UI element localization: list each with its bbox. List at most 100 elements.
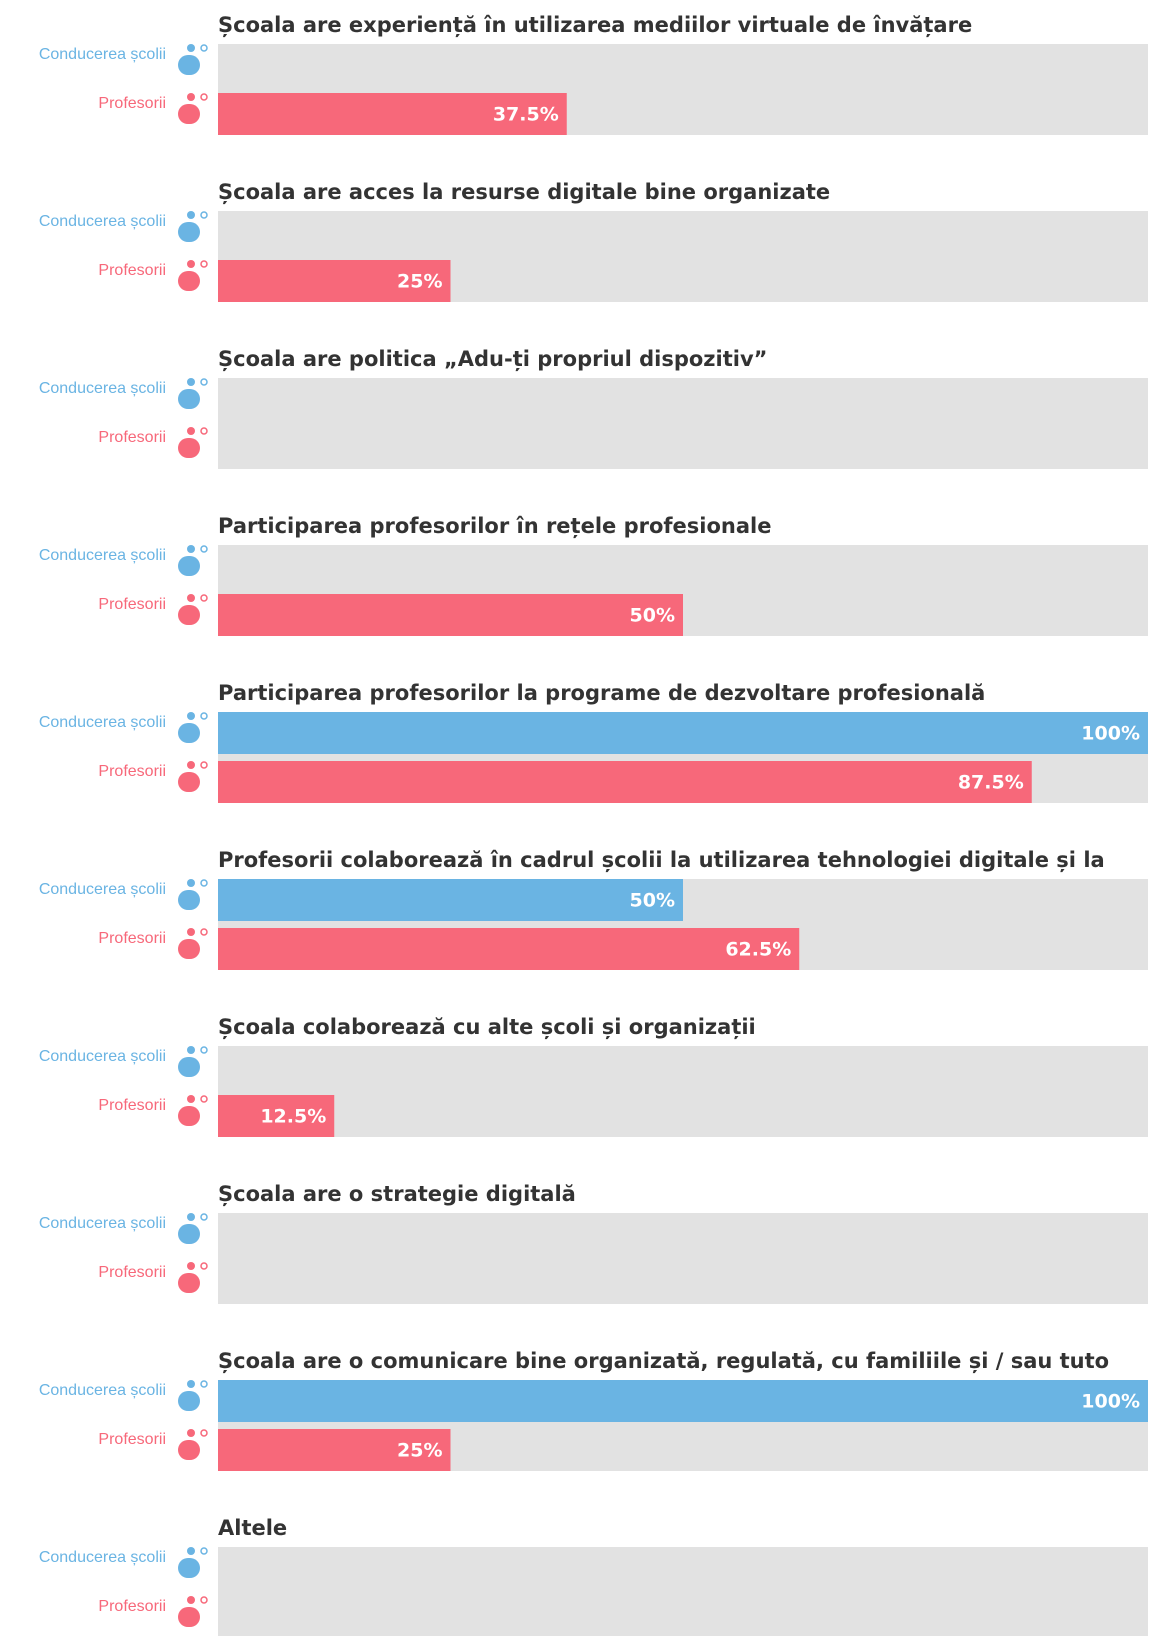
bar-background [218, 1046, 1148, 1137]
icon-head [187, 928, 195, 936]
legend-label: Conducerea școlii [39, 1215, 166, 1232]
icon-head-small [200, 545, 208, 553]
value-label: 100% [1081, 1391, 1140, 1413]
person-icon [178, 378, 208, 409]
icon-head [187, 93, 195, 101]
legend-label: Profesorii [98, 1264, 166, 1281]
person-icon [178, 761, 208, 792]
icon-head [187, 211, 195, 219]
value-label: 50% [630, 605, 675, 627]
legend-label: Conducerea școlii [39, 1048, 166, 1065]
category-title: Participarea profesorilor la programe de… [218, 681, 985, 705]
icon-body [178, 1057, 200, 1077]
icon-body [178, 1558, 200, 1578]
bar-background [218, 378, 1148, 469]
bar [218, 928, 800, 970]
bar [218, 1429, 451, 1471]
person-icon [178, 93, 208, 124]
icon-head-small [200, 378, 208, 386]
icon-head-small [200, 260, 208, 268]
icon-body [178, 1391, 200, 1411]
icon-body [178, 55, 200, 75]
icon-body [178, 605, 200, 625]
value-label: 37.5% [493, 104, 559, 126]
bar [218, 594, 683, 636]
category-title: Școala are o comunicare bine organizată,… [218, 1349, 1109, 1373]
icon-head-small [200, 761, 208, 769]
icon-body [178, 723, 200, 743]
icon-head-small [200, 1380, 208, 1388]
legend-label: Conducerea școlii [39, 881, 166, 898]
bar-background [218, 1213, 1148, 1304]
icon-body [178, 389, 200, 409]
icon-head-small [200, 1547, 208, 1555]
icon-body [178, 104, 200, 124]
person-icon [178, 1095, 208, 1126]
icon-head-small [200, 1262, 208, 1270]
icon-head [187, 879, 195, 887]
legend-label: Conducerea școlii [39, 714, 166, 731]
person-icon [178, 260, 208, 291]
icon-head [187, 44, 195, 52]
icon-body [178, 271, 200, 291]
person-icon [178, 594, 208, 625]
bar [218, 260, 451, 302]
person-icon [178, 1596, 208, 1627]
value-label: 25% [397, 271, 442, 293]
person-icon [178, 1429, 208, 1460]
icon-head-small [200, 1596, 208, 1604]
person-icon [178, 1262, 208, 1293]
legend-label: Profesorii [98, 429, 166, 446]
legend-label: Profesorii [98, 1431, 166, 1448]
icon-body [178, 890, 200, 910]
person-icon [178, 879, 208, 910]
icon-head-small [200, 1095, 208, 1103]
icon-head [187, 712, 195, 720]
value-label: 25% [397, 1440, 442, 1462]
bar [218, 879, 683, 921]
bar-background [218, 1547, 1148, 1636]
legend-label: Profesorii [98, 1598, 166, 1615]
bar [218, 93, 567, 135]
icon-head [187, 1213, 195, 1221]
value-label: 62.5% [725, 939, 791, 961]
icon-head [187, 1095, 195, 1103]
legend-label: Profesorii [98, 95, 166, 112]
category-title: Școala are politica „Adu-ți propriul dis… [218, 347, 767, 372]
icon-body [178, 1224, 200, 1244]
legend-label: Profesorii [98, 930, 166, 947]
bar [218, 1380, 1148, 1422]
icon-head [187, 545, 195, 553]
icon-head-small [200, 1213, 208, 1221]
person-icon [178, 545, 208, 576]
value-label: 12.5% [260, 1106, 326, 1128]
icon-head [187, 594, 195, 602]
icon-head-small [200, 1429, 208, 1437]
person-icon [178, 928, 208, 959]
icon-head [187, 260, 195, 268]
icon-head-small [200, 93, 208, 101]
icon-head [187, 1547, 195, 1555]
category-title: Școala are acces la resurse digitale bin… [218, 180, 830, 204]
person-icon [178, 1380, 208, 1411]
person-icon [178, 712, 208, 743]
icon-body [178, 1440, 200, 1460]
value-label: 50% [630, 890, 675, 912]
category-title: Profesorii colaborează în cadrul școlii … [218, 848, 1105, 872]
person-icon [178, 427, 208, 458]
icon-head-small [200, 211, 208, 219]
category-title: Școala are o strategie digitală [218, 1182, 576, 1206]
icon-body [178, 772, 200, 792]
icon-head [187, 378, 195, 386]
person-icon [178, 1046, 208, 1077]
person-icon [178, 1213, 208, 1244]
value-label: 87.5% [958, 772, 1024, 794]
icon-head [187, 427, 195, 435]
value-label: 100% [1081, 723, 1140, 745]
legend-label: Conducerea școlii [39, 1382, 166, 1399]
icon-head-small [200, 44, 208, 52]
icon-head-small [200, 712, 208, 720]
icon-head [187, 1380, 195, 1388]
legend-label: Conducerea școlii [39, 46, 166, 63]
